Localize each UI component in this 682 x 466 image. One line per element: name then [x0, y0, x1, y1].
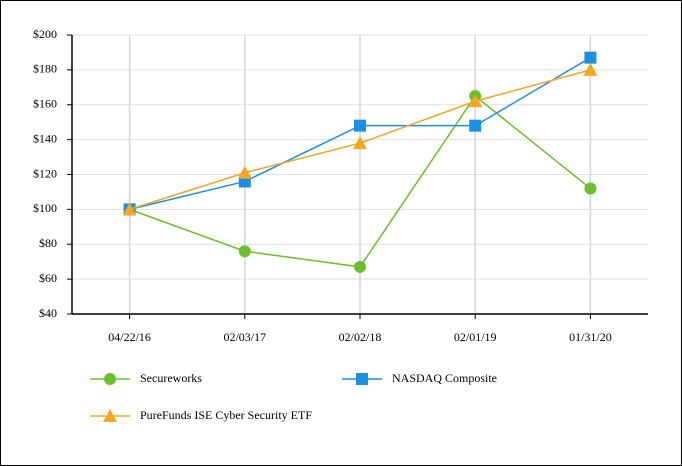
legend-marker — [356, 373, 368, 385]
legend-label: PureFunds ISE Cyber Security ETF — [140, 408, 312, 422]
data-point — [237, 165, 252, 179]
legend-label: NASDAQ Composite — [392, 371, 497, 385]
y-tick-label: $100 — [33, 201, 57, 215]
data-point — [122, 202, 137, 216]
y-tick-label: $80 — [39, 236, 57, 250]
data-point — [583, 62, 598, 76]
x-tick-label: 02/02/18 — [339, 330, 382, 344]
y-tick-label: $200 — [33, 27, 57, 41]
legend-marker — [103, 409, 117, 422]
y-tick-label: $180 — [33, 62, 57, 76]
data-point — [353, 136, 367, 150]
data-point — [354, 119, 366, 132]
data-point — [469, 119, 482, 132]
y-tick-label: $40 — [39, 306, 57, 320]
data-point — [354, 260, 366, 273]
legend-label: Secureworks — [140, 371, 202, 385]
y-tick-label: $140 — [33, 131, 57, 145]
x-tick-label: 02/01/19 — [454, 330, 497, 344]
x-tick-label: 04/22/16 — [108, 330, 151, 344]
y-tick-label: $120 — [33, 166, 57, 180]
data-point — [584, 51, 597, 64]
data-point — [238, 245, 251, 258]
y-tick-label: $160 — [33, 97, 57, 111]
x-tick-label: 01/31/20 — [569, 330, 612, 344]
legend-marker — [104, 373, 116, 385]
x-tick-label: 02/03/17 — [223, 330, 266, 344]
data-point — [584, 182, 597, 195]
data-point — [468, 94, 483, 108]
y-tick-label: $60 — [39, 271, 57, 285]
